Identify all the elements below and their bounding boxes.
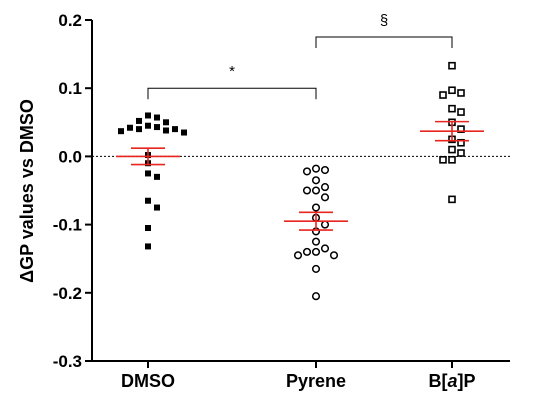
data-point (457, 108, 465, 116)
data-point (154, 114, 160, 121)
y-tick-label: 0.2 (58, 11, 82, 30)
data-point (439, 91, 447, 99)
data-point (154, 204, 160, 211)
data-point (145, 197, 151, 204)
data-point (163, 119, 169, 126)
data-point (320, 183, 330, 192)
data-point (302, 247, 312, 256)
data-point (302, 186, 312, 195)
y-tick-label: 0.1 (58, 79, 82, 98)
data-point (154, 173, 160, 180)
data-point (127, 124, 133, 131)
data-point (448, 104, 456, 113)
significance-bracket (315, 36, 453, 49)
data-point (136, 126, 142, 133)
data-point (293, 251, 303, 260)
data-point (329, 251, 339, 260)
axis-layer: 0.2 0.1 0.0 -0.1 -0.2 -0.3 DMSO Pyrene B[a]P (53, 11, 510, 391)
y-tick-label: -0.1 (53, 216, 82, 235)
data-point (311, 264, 321, 273)
y-tick-label: -0.3 (53, 352, 82, 371)
data-point (145, 122, 151, 129)
y-tick-label: -0.2 (53, 284, 82, 303)
data-point (457, 125, 465, 133)
data-point (145, 243, 151, 250)
data-point (320, 220, 330, 229)
x-category-label: Pyrene (286, 371, 346, 391)
data-point (457, 149, 465, 157)
data-point (172, 126, 178, 133)
data-point (439, 156, 447, 164)
data-point (320, 193, 330, 202)
data-point (181, 129, 187, 136)
data-point (118, 128, 124, 135)
data-point (311, 186, 321, 195)
data-point (320, 165, 330, 175)
data-point (145, 112, 151, 119)
significance-label: * (229, 63, 235, 80)
data-point (302, 167, 312, 176)
data-point (320, 244, 330, 253)
data-point (448, 156, 456, 164)
data-point (311, 292, 321, 301)
x-category-label: DMSO (121, 371, 175, 391)
data-point (457, 89, 465, 97)
data-point (136, 117, 142, 124)
data-point (311, 164, 321, 173)
points-layer (118, 61, 465, 301)
y-tick-label: 0.0 (58, 147, 82, 166)
data-point (311, 237, 321, 246)
x-category-label: B[a]P (428, 371, 475, 391)
significance-label: § (380, 12, 388, 29)
significance-bracket (147, 87, 317, 100)
data-point (457, 138, 465, 147)
data-point (163, 127, 169, 134)
data-point (311, 176, 321, 185)
data-point (145, 170, 151, 177)
data-point (448, 86, 456, 95)
significance-layer: *§ (147, 12, 453, 100)
mean-sem-layer (116, 120, 484, 231)
data-point (145, 225, 151, 232)
data-point (448, 195, 456, 204)
data-point (154, 124, 160, 131)
data-point (448, 61, 456, 70)
data-point (311, 203, 321, 212)
data-point (311, 247, 321, 256)
y-axis-title: ΔGP values vs DMSO (17, 99, 37, 283)
data-point (448, 145, 456, 154)
